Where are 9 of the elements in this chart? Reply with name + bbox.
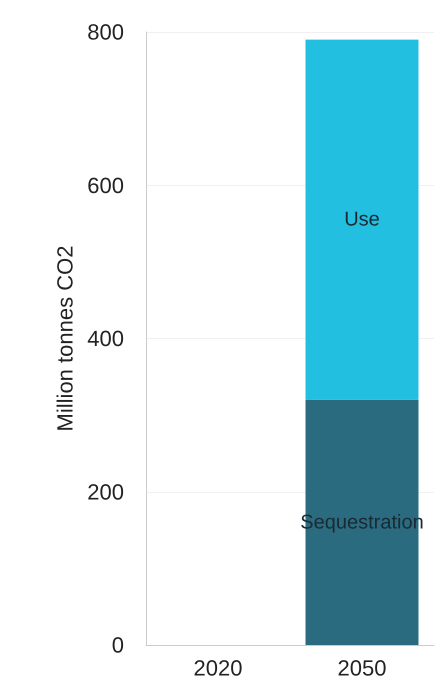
y-tick-label: 400	[87, 326, 124, 351]
x-tick-label: 2020	[194, 656, 242, 680]
y-tick-label: 0	[112, 632, 124, 658]
x-tick-label: 2050	[338, 656, 386, 680]
y-tick-label: 600	[87, 172, 124, 198]
y-axis-title: Million tonnes CO2	[52, 246, 78, 432]
y-tick-label: 200	[87, 479, 124, 504]
series-label: Use	[344, 208, 380, 231]
y-tick-label: 800	[87, 20, 124, 44]
